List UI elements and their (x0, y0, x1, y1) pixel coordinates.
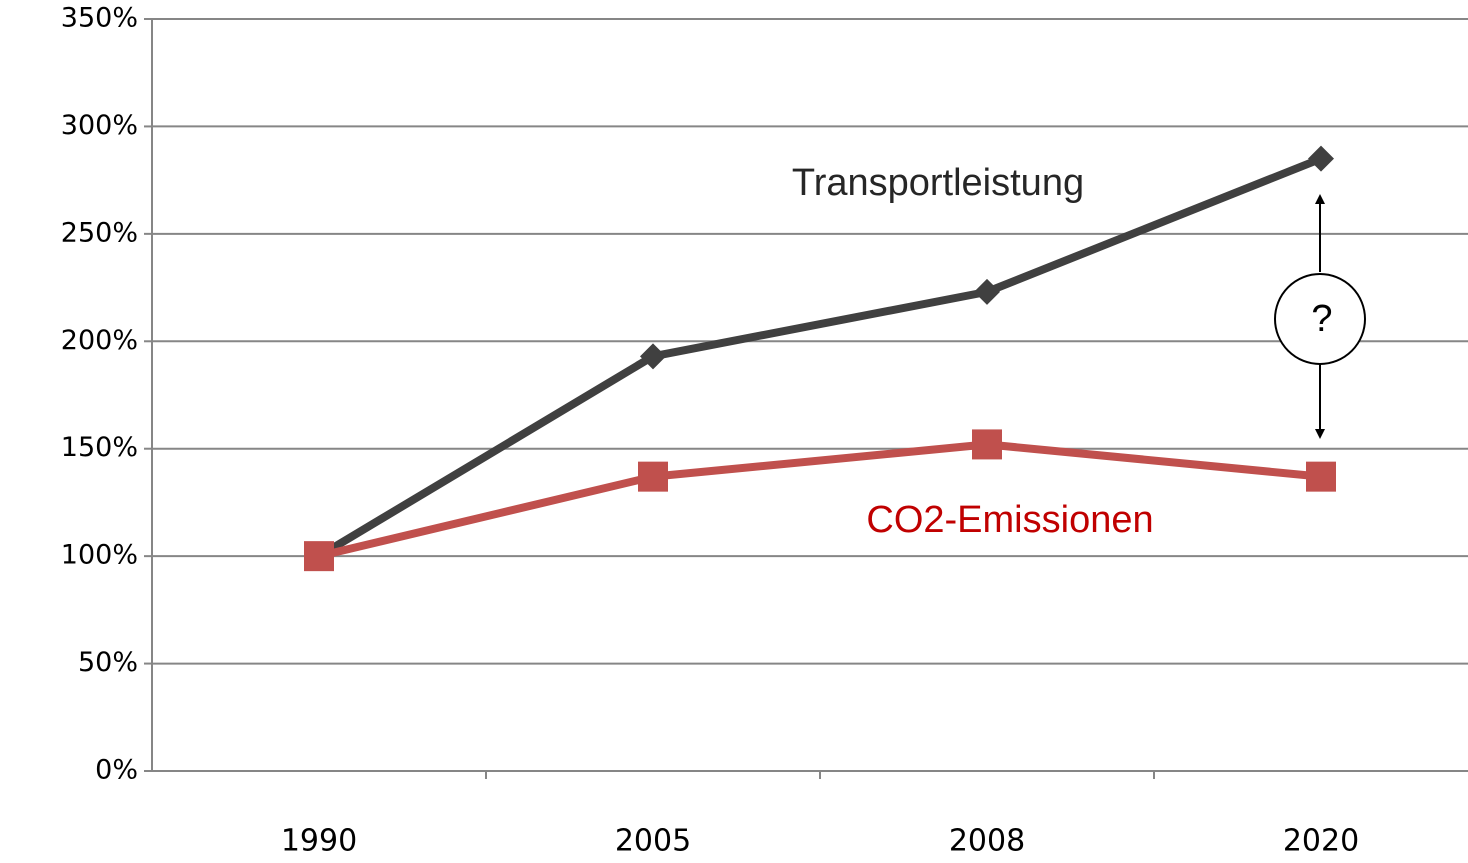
y-tick-label: 100% (61, 540, 138, 571)
y-tick-label: 250% (61, 217, 138, 248)
y-tick-label: 0% (95, 755, 138, 786)
y-tick-label: 200% (61, 325, 138, 356)
marker (972, 429, 1002, 460)
series-line (318, 440, 1322, 561)
series-label: Transportleistung (792, 162, 1084, 204)
marker (638, 461, 668, 492)
y-tick-label: 150% (61, 432, 138, 463)
marker (640, 343, 666, 370)
annotation: ? (1311, 298, 1332, 340)
annotation-circle (1274, 273, 1366, 365)
y-tick-label: 350% (61, 3, 138, 34)
x-tick-label: 2020 (1283, 824, 1359, 859)
series-line (316, 154, 1323, 560)
y-tick-label: 300% (61, 110, 138, 141)
y-tick-label: 50% (78, 647, 138, 678)
marker (1306, 461, 1336, 492)
marker (974, 278, 1000, 305)
series-label: CO2-Emissionen (866, 499, 1153, 541)
x-tick-label: 1990 (281, 824, 357, 859)
marker (1308, 145, 1334, 172)
x-tick-label: 2008 (949, 824, 1025, 859)
x-tick-label: 2005 (615, 824, 691, 859)
marker (304, 541, 334, 572)
